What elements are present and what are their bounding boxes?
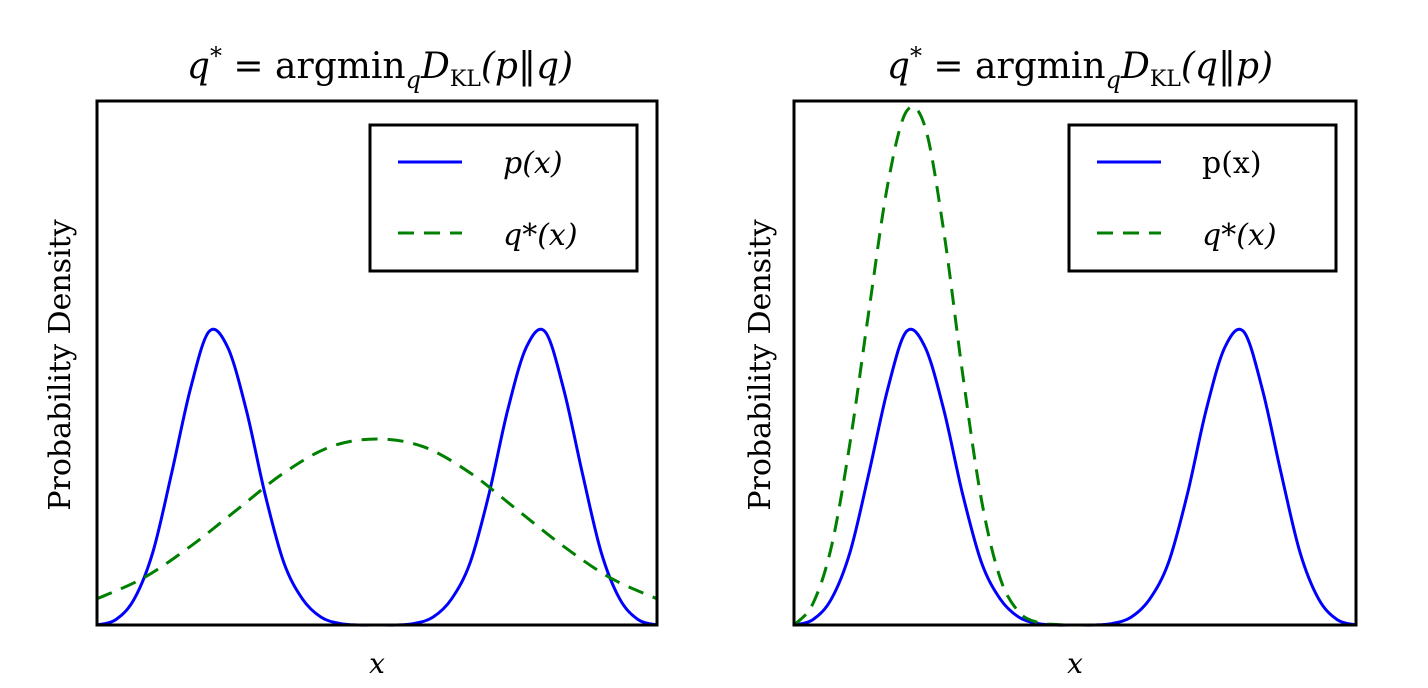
x-axis-label: x [369, 647, 385, 680]
legend: p(x) q*(x) [368, 123, 639, 273]
panel-right: q* = argminqDKL(q‖p) Probability Density… [743, 42, 1358, 680]
series-line-p [793, 327, 1357, 627]
x-axis-label: x [1067, 647, 1083, 680]
legend-box [1067, 123, 1338, 273]
legend-label-p: p(x) [1202, 146, 1262, 181]
legend-label-q: q*(x) [1202, 218, 1277, 253]
plot-area [96, 327, 658, 627]
plot-frame [792, 99, 1358, 627]
legend-label-q: q*(x) [503, 218, 578, 253]
y-axis-label: Probability Density [743, 219, 778, 510]
chart-title: q* = argminqDKL(p‖q) [187, 42, 573, 94]
legend: p(x) q*(x) [1067, 123, 1338, 273]
series-line-q [96, 437, 658, 601]
panel-left: q* = argminqDKL(p‖q) Probability Density… [43, 42, 659, 680]
chart-title: q* = argminqDKL(q‖p) [887, 42, 1273, 94]
series-line-q [792, 105, 1357, 627]
series-line-p [96, 327, 658, 627]
y-axis-label: Probability Density [43, 219, 78, 510]
plot-frame [95, 99, 659, 627]
legend-box [368, 123, 639, 273]
legend-label-p: p(x) [503, 146, 563, 181]
